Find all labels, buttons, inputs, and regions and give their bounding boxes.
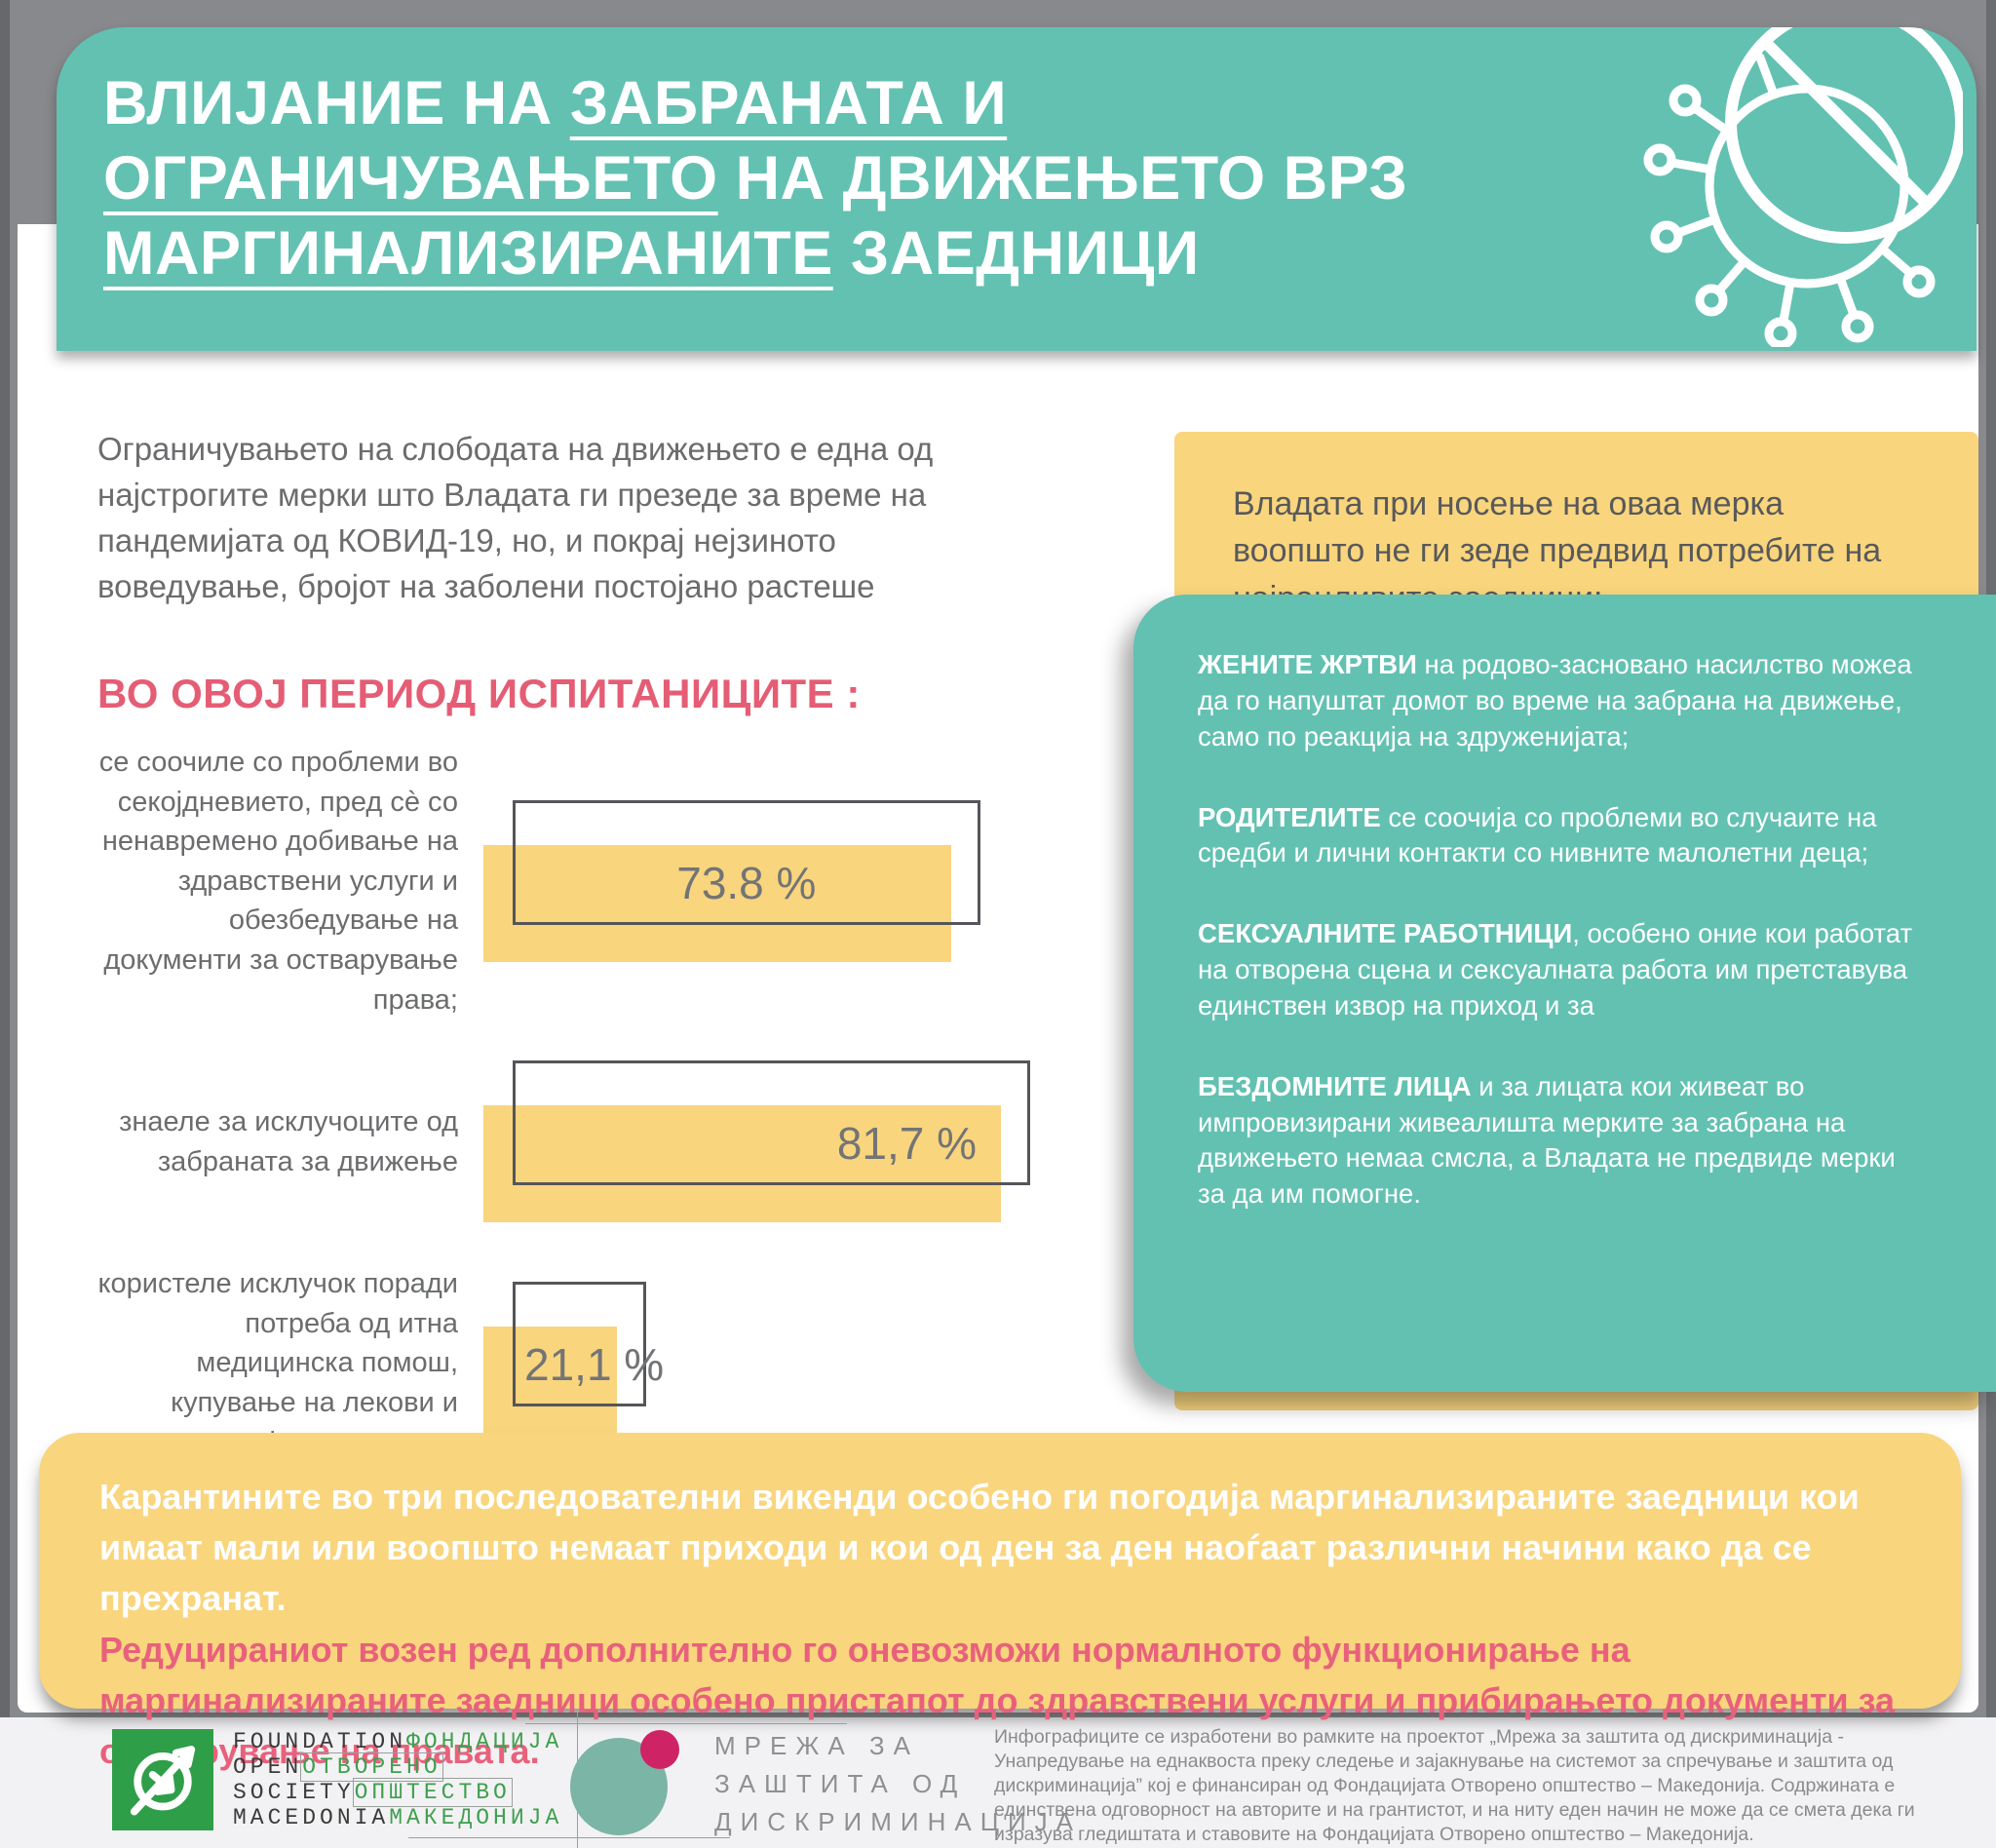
- bar-outline: [513, 1060, 1031, 1186]
- vulnerable-groups-box: ЖЕНИТЕ ЖРТВИ на родово-засновано насилст…: [1133, 595, 1996, 1392]
- group-text: и за лицата кои живеат во импровизирани …: [1198, 1070, 1896, 1210]
- bar-outline: [513, 1282, 647, 1407]
- disclaimer-text: Инфографиците се изработени во рамките н…: [994, 1726, 1915, 1845]
- bar-fill: [483, 1105, 1002, 1223]
- mzd-logo-text: МРЕЖА ЗА ЗАШТИТА ОД ДИСКРИМИНАЦИЈА: [714, 1727, 1082, 1841]
- bar-label: знаеле за исклучоците од забраната за дв…: [119, 1106, 458, 1177]
- footer: FOUNDATIONФОНДАЦИЈА OPENОТВОРЕНО SOCIETY…: [0, 1712, 1996, 1848]
- mzd-line: МРЕЖА ЗА: [714, 1731, 919, 1760]
- group-bold-label: ЖЕНИТЕ ЖРТВИ: [1198, 649, 1417, 679]
- mzd-line: ДИСКРИМИНАЦИЈА: [714, 1807, 1082, 1836]
- discrimination-network-logo: МРЕЖА ЗА ЗАШТИТА ОД ДИСКРИМИНАЦИЈА: [570, 1727, 1082, 1841]
- mzd-logo-icon: [570, 1729, 687, 1839]
- banner-white-text: Карантините во три последователни викенд…: [99, 1477, 1860, 1619]
- group-paragraph-sex-workers: СЕКСУАЛНИТЕ РАБОТНИЦИ, особено оние кои …: [1198, 916, 1928, 1024]
- virus-prohibition-icon: [1643, 27, 1963, 347]
- bar-fill: [483, 1327, 618, 1444]
- mzd-line: ЗАШТИТА ОД: [714, 1769, 967, 1798]
- fosm-line-mk: ОТВОРЕНО: [300, 1752, 443, 1782]
- title-text: ВЛИЈАНИЕ НА: [103, 69, 570, 137]
- fosm-line-mk: ОПШТЕСТВО: [352, 1778, 513, 1807]
- title-underlined-text: МАРГИНАЛИЗИРАНИТЕ: [103, 218, 833, 288]
- fosm-line-mk: МАКЕДОНИЈА: [389, 1805, 563, 1830]
- group-bold-label: БЕЗДОМНИТЕ ЛИЦА: [1198, 1070, 1472, 1101]
- mzd-pink-circle: [640, 1729, 679, 1769]
- section-heading: ВО ОВОЈ ПЕРИОД ИСПИТАНИЦИТЕ :: [97, 671, 861, 716]
- group-text: на родово-засновано насилство можеа да г…: [1198, 649, 1912, 751]
- bar-value: 73.8 %: [676, 857, 817, 908]
- fosm-line-en: SOCIETY: [233, 1780, 355, 1805]
- footer-background: [0, 1717, 1996, 1845]
- bottom-banner: Карантините во три последователни викенд…: [39, 1433, 1961, 1771]
- bar-label: се соочиле со проблеми во секојдневието,…: [98, 747, 458, 1016]
- bar-area: 81,7 %: [483, 1047, 1099, 1237]
- bar-row: се соочиле со проблеми во секојдневието,…: [86, 743, 1099, 1020]
- title-underlined-text: ЗАБРАНАТА И ОГРАНИЧУВАЊЕТО: [103, 69, 1008, 212]
- group-text: , особено оние кои работат на отворена с…: [1198, 918, 1913, 1020]
- fosm-decor-line: [525, 1723, 847, 1724]
- fosm-line-mk: ФОНДАЦИЈА: [406, 1729, 563, 1754]
- group-bold-label: СЕКСУАЛНИТЕ РАБОТНИЦИ: [1198, 918, 1573, 949]
- bar-area: 21,1 %: [483, 1268, 1099, 1458]
- intro-paragraph: Ограничувањето на слободата на движењето…: [97, 431, 934, 604]
- group-paragraph-women: ЖЕНИТЕ ЖРТВИ на родово-засновано насилст…: [1198, 647, 1928, 755]
- bar-outline: [513, 799, 980, 925]
- group-paragraph-homeless: БЕЗДОМНИТЕ ЛИЦА и за лицата кои живеат в…: [1198, 1069, 1928, 1213]
- title-text: НА ДВИЖЕЊЕТО ВРЗ: [717, 143, 1408, 212]
- fosm-decor-line: [408, 1837, 730, 1838]
- header: ВЛИЈАНИЕ НА ЗАБРАНАТА И ОГРАНИЧУВАЊЕТО Н…: [57, 27, 1977, 351]
- title-text: ЗАЕДНИЦИ: [832, 218, 1200, 288]
- banner-pink-text: Редуцираниот возен ред дополнително го о…: [99, 1629, 1896, 1771]
- foundation-open-society-logo: FOUNDATIONФОНДАЦИЈА OPENОТВОРЕНО SOCIETY…: [112, 1712, 847, 1848]
- group-paragraph-parents: РОДИТЕЛИТЕ се соочија со проблеми во слу…: [1198, 800, 1928, 872]
- fosm-logo-mark-icon: [112, 1729, 213, 1830]
- fosm-line-en: MACEDONIA: [233, 1805, 390, 1830]
- fosm-logo-text: FOUNDATIONФОНДАЦИЈА OPENОТВОРЕНО SOCIETY…: [233, 1712, 847, 1848]
- fosm-line-en: FOUNDATION: [233, 1729, 407, 1754]
- group-bold-label: РОДИТЕЛИТЕ: [1198, 801, 1381, 832]
- bar-value: 81,7 %: [836, 1118, 978, 1170]
- bar-chart: се соочиле со проблеми во секојдневието,…: [86, 743, 1099, 1489]
- page-title: ВЛИЈАНИЕ НА ЗАБРАНАТА И ОГРАНИЧУВАЊЕТО Н…: [103, 66, 1624, 291]
- fosm-line-en: OPEN: [233, 1754, 303, 1780]
- bar-area: 73.8 %: [483, 787, 1099, 977]
- bar-row: знаеле за исклучоците од забраната за дв…: [86, 1047, 1099, 1237]
- bar-fill: [483, 844, 951, 962]
- bar-value: 21,1 %: [524, 1339, 665, 1391]
- group-text: се соочија со проблеми во случаите на ср…: [1198, 801, 1877, 868]
